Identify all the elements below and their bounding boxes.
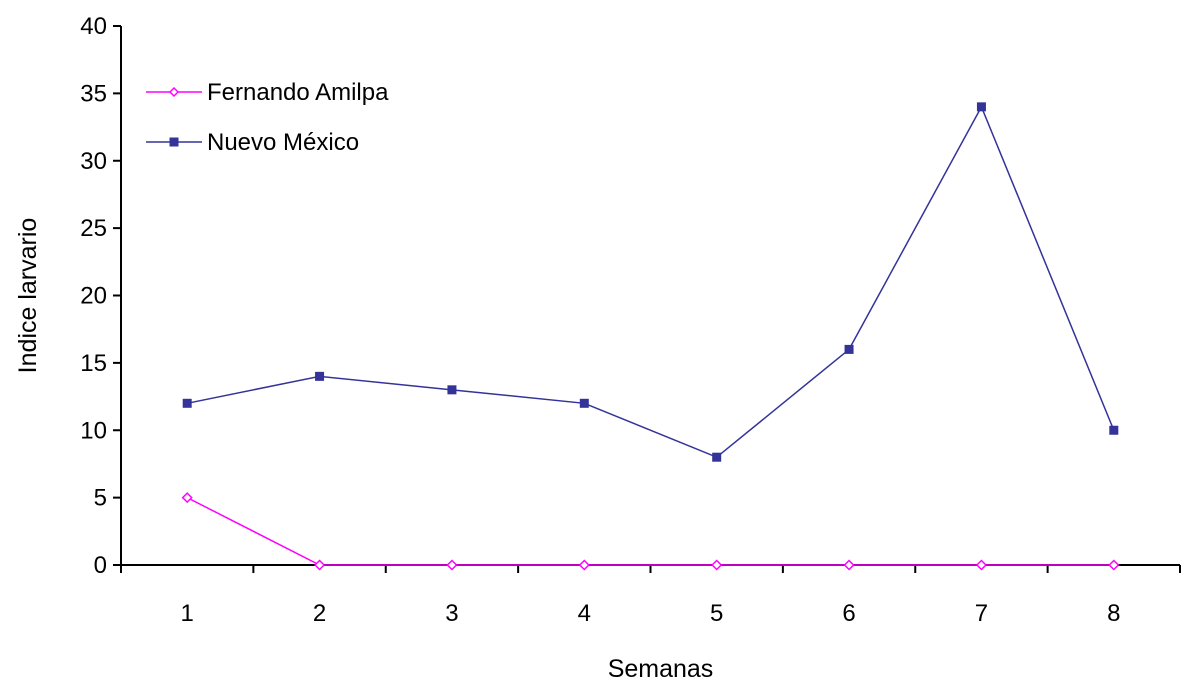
legend-item: Nuevo México <box>146 129 359 156</box>
series-line <box>187 105 1115 459</box>
y-tick-label: 35 <box>80 80 107 107</box>
y-tick-label: 25 <box>80 215 107 242</box>
legend-marker <box>168 86 180 98</box>
x-tick-label: 4 <box>578 600 591 627</box>
x-tick-label: 8 <box>1107 600 1120 627</box>
y-tick-label: 30 <box>80 148 107 175</box>
data-point <box>578 559 590 571</box>
legend-item: Fernando Amilpa <box>146 79 389 106</box>
y-tick-label: 0 <box>94 552 107 579</box>
data-point <box>712 452 722 462</box>
series-1 <box>181 492 1120 571</box>
data-point <box>579 398 589 408</box>
data-point <box>1108 559 1120 571</box>
data-point <box>1109 425 1119 435</box>
data-point <box>314 559 326 571</box>
y-tick-label: 40 <box>80 13 107 40</box>
data-point <box>976 102 986 112</box>
series-layer <box>181 102 1120 571</box>
y-ticks: 0 5 10 15 20 25 30 35 40 <box>80 13 121 579</box>
data-point <box>975 559 987 571</box>
data-point <box>843 559 855 571</box>
x-tick-label: 1 <box>181 600 194 627</box>
y-axis-title: Indice larvario <box>14 218 42 374</box>
x-ticks: 1 2 3 4 5 6 7 8 <box>120 565 1181 627</box>
x-tick-label: 5 <box>710 600 723 627</box>
axes <box>120 26 1180 566</box>
x-axis-title: Semanas <box>608 655 714 683</box>
series-2 <box>182 102 1119 462</box>
legend-label: Nuevo México <box>207 129 359 156</box>
x-tick-label: 2 <box>313 600 326 627</box>
data-point <box>447 385 457 395</box>
y-tick-label: 15 <box>80 350 107 377</box>
legend: Fernando Amilpa Nuevo México <box>146 79 389 156</box>
legend-marker <box>169 137 179 147</box>
data-point <box>711 559 723 571</box>
data-point <box>446 559 458 571</box>
x-tick-label: 6 <box>842 600 855 627</box>
legend-label: Fernando Amilpa <box>207 79 389 106</box>
y-tick-label: 10 <box>80 417 107 444</box>
y-tick-label: 5 <box>94 485 107 512</box>
x-tick-label: 7 <box>975 600 988 627</box>
data-point <box>315 371 325 381</box>
y-tick-label: 20 <box>80 283 107 310</box>
data-point <box>182 398 192 408</box>
series-line <box>186 496 1114 566</box>
x-tick-label: 3 <box>445 600 458 627</box>
data-point <box>844 344 854 354</box>
data-point <box>181 492 193 504</box>
